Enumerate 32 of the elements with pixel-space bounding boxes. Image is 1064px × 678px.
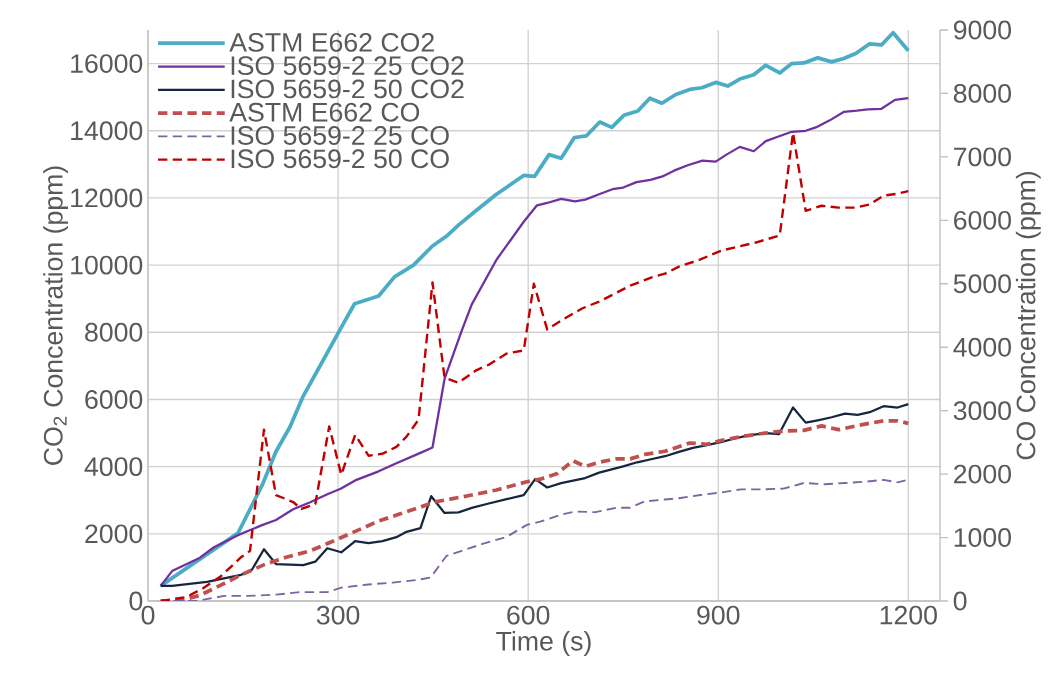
y2-tick-label: 4000 — [953, 337, 1011, 357]
y2-axis-title: CO Concentration (ppm) — [1015, 171, 1041, 460]
y-tick-label: 8000 — [85, 322, 143, 342]
legend-label: ISO 5659-2 25 CO2 — [231, 56, 464, 76]
legend-label: ASTM E662 CO — [229, 102, 420, 122]
x-tick-label: 1200 — [880, 605, 937, 625]
y-axis-title: CO$_{2}$ Concentration (ppm) — [43, 166, 68, 465]
y2-tick-label: 6000 — [954, 210, 1011, 230]
y-tick-label: 0 — [129, 591, 143, 611]
y-tick-label: 12000 — [71, 188, 143, 208]
x-tick-label: 600 — [507, 605, 550, 625]
legend-label: ASTM E662 CO2 — [229, 32, 434, 52]
legend-label: ISO 5659-2 25 CO — [231, 126, 449, 145]
y-tick-label: 4000 — [84, 457, 143, 477]
y2-tick-label: 5000 — [953, 274, 1011, 294]
y-tick-label: 10000 — [71, 255, 143, 275]
x-tick-label: 300 — [316, 605, 360, 625]
legend-label: ISO 5659-2 50 CO — [231, 149, 449, 169]
y2-tick-label: 2000 — [954, 464, 1011, 484]
x-tick-label: 900 — [697, 605, 740, 625]
y-tick-label: 16000 — [71, 54, 143, 74]
y2-tick-label: 1000 — [954, 528, 1011, 547]
x-axis-title: Time (s) — [496, 631, 591, 656]
y-tick-label: 14000 — [71, 121, 143, 141]
y-tick-label: 2000 — [85, 524, 143, 544]
y2-tick-label: 9000 — [953, 20, 1011, 40]
y-tick-label: 6000 — [85, 390, 143, 409]
y2-tick-label: 8000 — [953, 84, 1011, 103]
legend-label: ISO 5659-2 50 CO2 — [231, 79, 464, 99]
y2-tick-label: 0 — [953, 591, 967, 611]
y2-tick-label: 7000 — [954, 147, 1011, 167]
y2-tick-label: 3000 — [953, 401, 1011, 421]
